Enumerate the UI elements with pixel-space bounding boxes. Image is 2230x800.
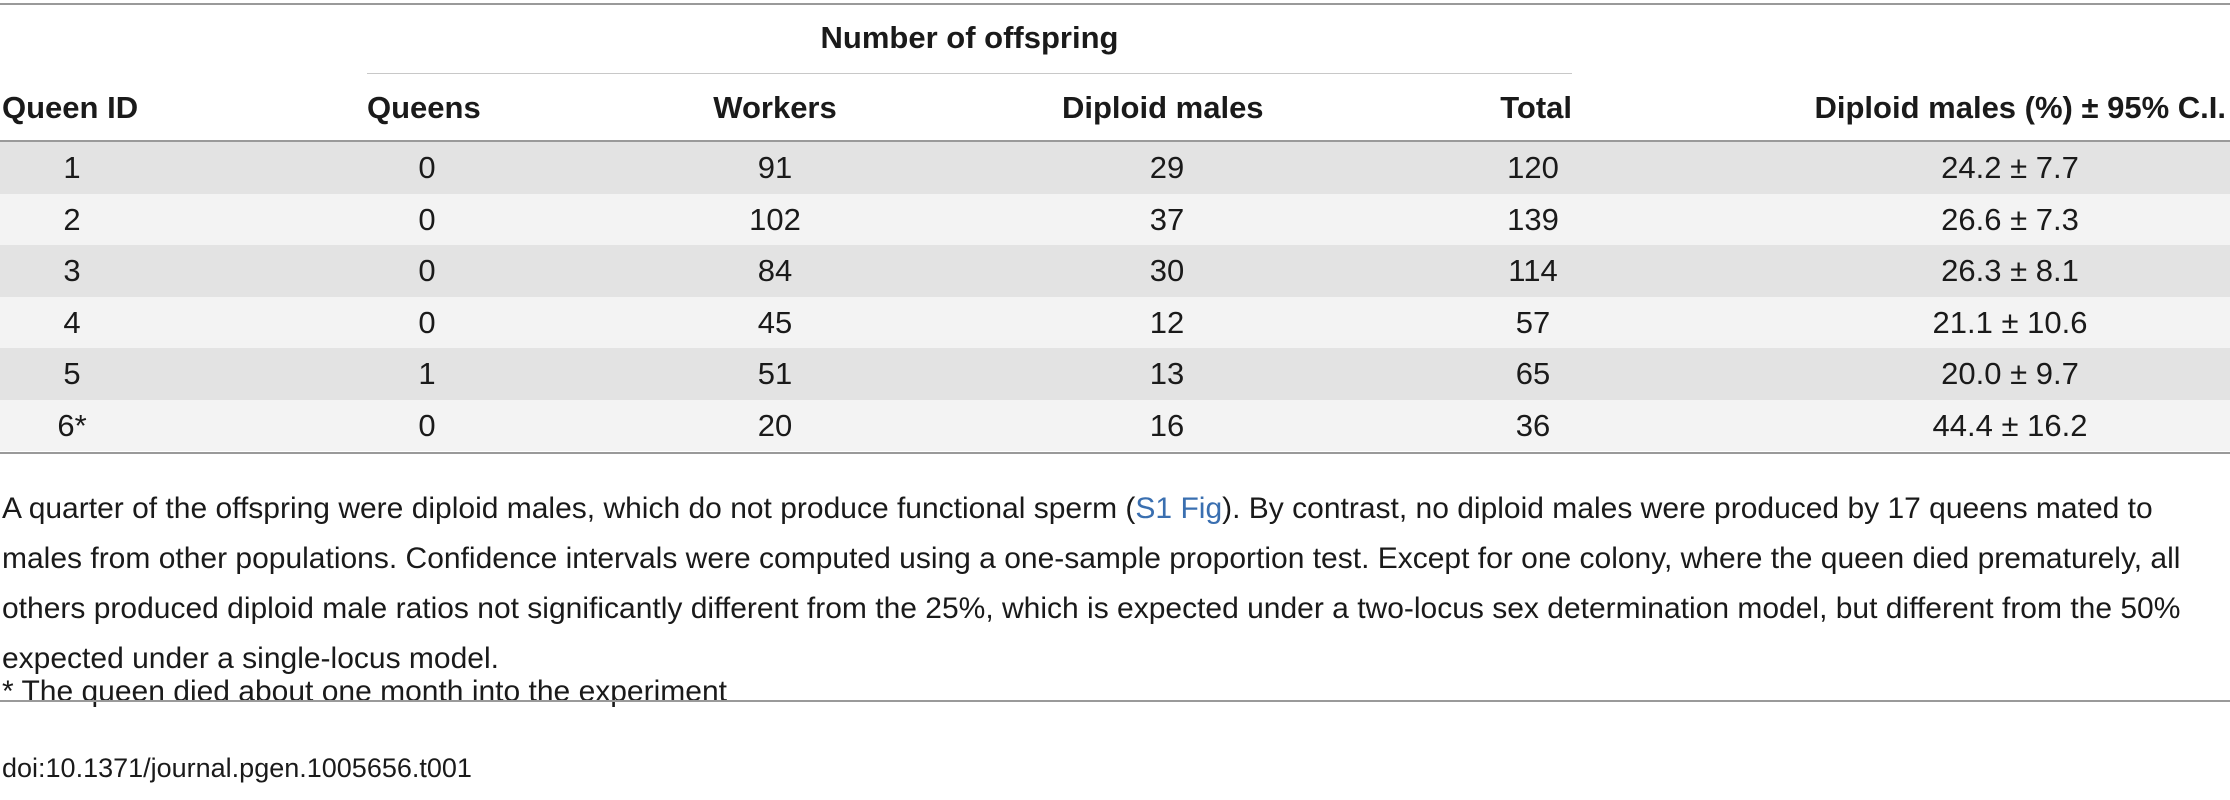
cell-diploid-percent: 44.4 ± 16.2 (1932, 407, 2088, 443)
cell-diploid-percent: 24.2 ± 7.7 (1941, 150, 2079, 185)
table-row: 2 0 102 37 139 26.6 ± 7.3 (0, 193, 2230, 245)
table-row: 6* 0 20 16 36 44.4 ± 16.2 (0, 399, 2230, 451)
cell-diploid-males: 29 (1149, 150, 1185, 185)
cell-queens: 0 (418, 150, 436, 185)
group-header: Number of offspring (820, 20, 1119, 55)
cell-queens: 1 (418, 356, 436, 391)
cell-total: 36 (1515, 407, 1551, 443)
table-row: 4 0 45 12 57 21.1 ± 10.6 (0, 296, 2230, 348)
cell-workers: 20 (757, 407, 793, 443)
cell-diploid-males: 16 (1149, 407, 1185, 443)
col-header-queen-id: Queen ID (2, 90, 139, 125)
col-header-diploid-males: Diploid males (1062, 90, 1264, 125)
table-row: 3 0 84 30 114 26.3 ± 8.1 (0, 245, 2230, 297)
cell-queens: 0 (418, 304, 436, 340)
doi-text: doi:10.1371/journal.pgen.1005656.t001 (2, 753, 472, 783)
col-header-queens: Queens (367, 90, 481, 125)
cell-queen-id: 5 (63, 356, 81, 391)
cell-total: 114 (1508, 253, 1558, 288)
top-rule (0, 3, 2230, 5)
table-bottom-rule (0, 452, 2230, 454)
cell-total: 139 (1507, 201, 1559, 237)
group-header-underline (367, 73, 1572, 74)
header-rule (0, 140, 2230, 142)
s1-fig-link[interactable]: S1 Fig (1135, 492, 1223, 525)
cell-queen-id: 2 (63, 201, 81, 237)
table-footnote: * The queen died about one month into th… (2, 675, 727, 708)
cell-queens: 0 (418, 253, 436, 288)
cell-diploid-percent: 26.6 ± 7.3 (1941, 201, 2079, 237)
caption-text-before: A quarter of the offspring were diploid … (2, 492, 1136, 525)
cell-diploid-males: 12 (1149, 304, 1185, 340)
col-header-workers: Workers (713, 90, 837, 125)
cell-diploid-males: 30 (1149, 253, 1185, 288)
table-caption: A quarter of the offspring were diploid … (2, 484, 2212, 684)
cell-diploid-males: 13 (1149, 356, 1185, 391)
cell-workers: 51 (757, 356, 793, 391)
cell-total: 57 (1515, 304, 1551, 340)
col-header-diploid-males-percent: Diploid males (%) ± 95% C.I. (1814, 90, 2227, 125)
table-row: 5 1 51 13 65 20.0 ± 9.7 (0, 348, 2230, 400)
cell-diploid-percent: 20.0 ± 9.7 (1941, 356, 2079, 391)
cell-queens: 0 (418, 201, 436, 237)
cell-diploid-percent: 21.1 ± 10.6 (1932, 304, 2088, 340)
cell-queen-id: 4 (63, 304, 81, 340)
footer-rule (0, 700, 2230, 702)
cell-diploid-percent: 26.3 ± 8.1 (1941, 253, 2079, 288)
cell-workers: 84 (757, 253, 793, 288)
cell-total: 120 (1507, 150, 1559, 185)
table-row: 1 0 91 29 120 24.2 ± 7.7 (0, 142, 2230, 194)
cell-queens: 0 (418, 407, 436, 443)
cell-workers: 91 (757, 150, 793, 185)
caption-text-after: ). By contrast, no diploid males were pr… (2, 492, 2181, 675)
table-body: 1 0 91 29 120 24.2 ± 7.7 2 0 102 37 139 … (0, 142, 2230, 451)
cell-diploid-males: 37 (1149, 201, 1185, 237)
col-header-total: Total (1500, 90, 1572, 125)
cell-total: 65 (1515, 356, 1551, 391)
cell-queen-id: 3 (63, 253, 81, 288)
cell-workers: 102 (749, 201, 801, 237)
cell-queen-id: 6* (57, 407, 87, 443)
cell-queen-id: 1 (63, 150, 81, 185)
cell-workers: 45 (757, 304, 793, 340)
